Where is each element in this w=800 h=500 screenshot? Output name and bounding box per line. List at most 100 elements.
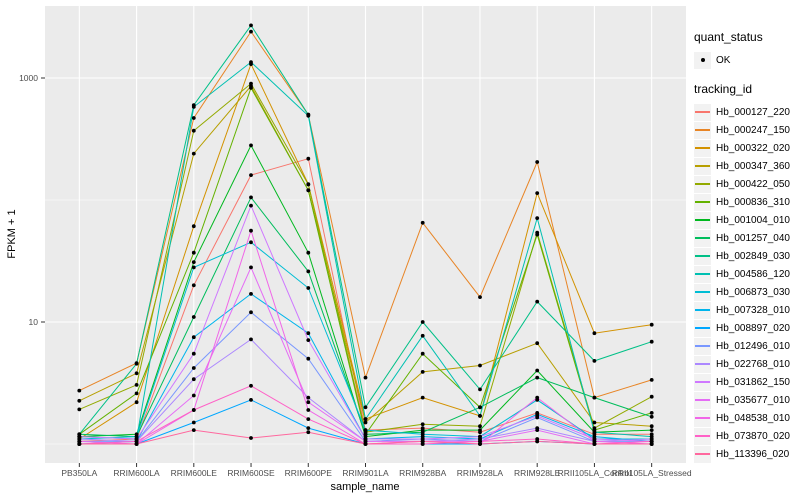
legend-item-Hb_048538_010[interactable]: Hb_048538_010 <box>694 409 800 427</box>
point-key-swatch <box>694 51 711 69</box>
y-axis: 10 1000 <box>19 73 45 327</box>
line-key-swatch <box>694 175 711 193</box>
legend-item-Hb_001004_010[interactable]: Hb_001004_010 <box>694 211 800 229</box>
line-key-icon <box>695 165 710 167</box>
data-point <box>478 387 482 392</box>
data-point <box>134 391 139 396</box>
line-key-swatch <box>694 337 711 355</box>
data-point <box>249 23 253 28</box>
line-key-swatch <box>694 409 711 427</box>
legend: quant_status OK tracking_id Hb_000127_22… <box>694 30 800 463</box>
line-key-swatch <box>694 319 711 337</box>
line-key-icon <box>695 363 710 365</box>
data-point <box>191 428 196 432</box>
data-point <box>249 240 253 245</box>
legend-item-Hb_000322_020[interactable]: Hb_000322_020 <box>694 139 800 157</box>
line-key-icon <box>695 309 710 311</box>
legend-item-label: Hb_000347_360 <box>716 160 790 172</box>
data-point <box>306 113 311 118</box>
data-point <box>77 388 82 393</box>
data-point <box>306 430 311 435</box>
data-point <box>420 422 425 427</box>
data-point <box>191 377 196 382</box>
data-point <box>249 195 253 200</box>
legend-item-Hb_000127_220[interactable]: Hb_000127_220 <box>694 103 800 121</box>
data-point <box>191 351 196 356</box>
data-point <box>649 378 654 382</box>
data-point <box>535 414 540 418</box>
legend-item-Hb_001257_040[interactable]: Hb_001257_040 <box>694 229 800 247</box>
legend-item-Hb_008897_020[interactable]: Hb_008897_020 <box>694 319 800 337</box>
line-key-icon <box>695 219 710 221</box>
legend-item-Hb_012496_010[interactable]: Hb_012496_010 <box>694 337 800 355</box>
x-tick-label: RRIM928LA <box>457 468 504 478</box>
legend-item-Hb_000836_310[interactable]: Hb_000836_310 <box>694 193 800 211</box>
data-point <box>249 436 253 440</box>
line-key-icon <box>695 183 710 185</box>
data-point <box>478 424 482 429</box>
line-key-swatch <box>694 157 711 175</box>
legend-title-quant-status: quant_status <box>694 30 763 44</box>
data-point <box>134 383 139 387</box>
line-key-swatch <box>694 391 711 409</box>
line-key-icon <box>695 381 710 383</box>
x-axis-title: sample_name <box>330 481 399 493</box>
data-point <box>306 400 311 405</box>
line-key-icon <box>695 255 710 257</box>
data-point <box>478 295 482 299</box>
line-key-icon <box>695 327 710 329</box>
line-key-swatch <box>694 283 711 301</box>
data-point <box>420 351 425 356</box>
data-point <box>306 188 311 193</box>
data-point <box>478 405 482 410</box>
data-point <box>649 411 654 415</box>
data-point <box>306 250 311 255</box>
data-point <box>306 338 311 342</box>
data-point <box>363 405 368 410</box>
x-tick-label: RRIM928LE <box>514 468 561 478</box>
legend-item-Hb_031862_150[interactable]: Hb_031862_150 <box>694 373 800 391</box>
data-point <box>420 370 425 374</box>
legend-item-Hb_000247_150[interactable]: Hb_000247_150 <box>694 121 800 139</box>
legend-item-Hb_000422_050[interactable]: Hb_000422_050 <box>694 175 800 193</box>
line-key-swatch <box>694 373 711 391</box>
legend-item-Hb_002849_030[interactable]: Hb_002849_030 <box>694 247 800 265</box>
data-point <box>478 428 482 432</box>
legend-item-Hb_035677_010[interactable]: Hb_035677_010 <box>694 391 800 409</box>
data-point <box>249 173 253 178</box>
data-point <box>649 414 654 419</box>
data-point <box>249 29 253 34</box>
data-point <box>649 428 654 432</box>
legend-item-Hb_073870_020[interactable]: Hb_073870_020 <box>694 427 800 445</box>
legend-item-label: OK <box>716 54 731 66</box>
data-point <box>191 224 196 229</box>
data-point <box>535 299 540 304</box>
legend-item-Hb_000347_360[interactable]: Hb_000347_360 <box>694 157 800 175</box>
legend-item-quant-ok[interactable]: OK <box>694 51 800 69</box>
data-point <box>592 331 597 336</box>
point-key-icon <box>700 58 705 62</box>
data-point <box>420 333 425 338</box>
x-tick-label: RRIM928BA <box>399 468 447 478</box>
data-point <box>306 426 311 430</box>
legend-item-Hb_006873_030[interactable]: Hb_006873_030 <box>694 283 800 301</box>
legend-item-label: Hb_007328_010 <box>716 304 790 316</box>
legend-item-label: Hb_004586_120 <box>716 268 790 280</box>
legend-item-Hb_007328_010[interactable]: Hb_007328_010 <box>694 301 800 319</box>
legend-item-Hb_022768_010[interactable]: Hb_022768_010 <box>694 355 800 373</box>
data-point <box>363 428 368 432</box>
data-point <box>592 442 597 446</box>
data-point <box>249 81 253 86</box>
data-point <box>649 424 654 429</box>
data-point <box>191 128 196 133</box>
legend-item-Hb_113396_020[interactable]: Hb_113396_020 <box>694 445 800 463</box>
data-point <box>592 420 597 425</box>
data-point <box>478 442 482 446</box>
x-tick-label: RRII105LA_Control <box>558 468 632 478</box>
line-key-icon <box>695 111 710 113</box>
legend-item-Hb_004586_120[interactable]: Hb_004586_120 <box>694 265 800 283</box>
legend-item-label: Hb_113396_020 <box>716 448 790 460</box>
data-point <box>478 434 482 439</box>
data-point <box>249 398 253 402</box>
